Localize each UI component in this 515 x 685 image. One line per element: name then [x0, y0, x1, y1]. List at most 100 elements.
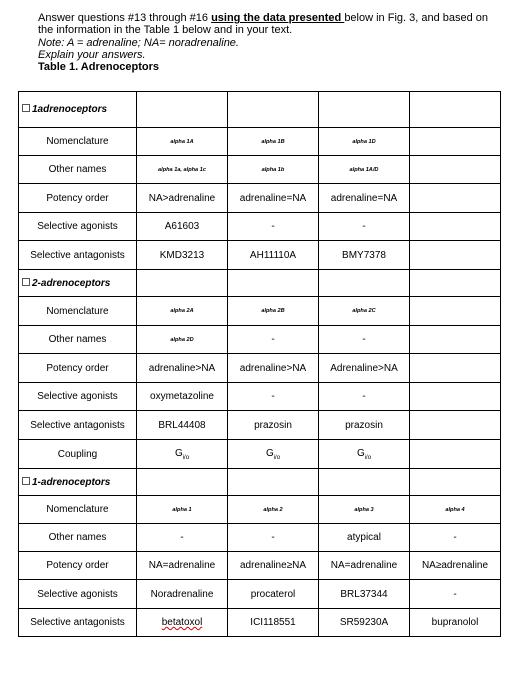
table-cell — [409, 353, 501, 383]
empty-cell — [136, 91, 228, 128]
row-label: Potency order — [18, 353, 137, 383]
table-cell: - — [409, 579, 501, 609]
table-cell: procaterol — [227, 579, 319, 609]
table-cell: alpha 1 — [136, 495, 228, 524]
instr-emphasis: using the data presented — [211, 12, 345, 24]
instr-text-cont: below in Fig. 3, and based on — [344, 12, 489, 24]
table-cell: - — [318, 325, 410, 354]
section-header-row: 2-adrenoceptors — [18, 269, 501, 297]
table-cell — [409, 325, 501, 354]
table-cell: atypical — [318, 523, 410, 552]
table-cell: Adrenaline>NA — [318, 353, 410, 383]
table-cell: SR59230A — [318, 608, 410, 637]
table-cell: alpha 1A/D — [318, 155, 410, 184]
section-title-text: 2-adrenoceptors — [32, 277, 111, 289]
table-cell: Gi/o — [227, 439, 319, 469]
row-label: Other names — [18, 325, 137, 354]
instructions-line-2: the information in the Table 1 below and… — [38, 24, 293, 37]
table-cell — [409, 296, 501, 326]
row-label: Selective antagonists — [18, 410, 137, 440]
section-header-row: 1adrenoceptors — [18, 91, 501, 128]
empty-cell — [227, 269, 319, 297]
table-cell: - — [227, 382, 319, 411]
table-cell: KMD3213 — [136, 240, 228, 270]
table-cell: Gi/o — [136, 439, 228, 469]
table-cell: alpha 2 — [227, 495, 319, 524]
table-row: Selective agonists A61603- - — [18, 212, 501, 241]
table-cell: BMY7378 — [318, 240, 410, 270]
table-cell: AH11110A — [227, 240, 319, 270]
section-title-text: 1-adrenoceptors — [32, 476, 111, 488]
table-cell: alpha 4 — [409, 495, 501, 524]
row-label: Nomenclature — [18, 495, 137, 524]
table-row: Other names alpha 2D - - — [18, 325, 501, 354]
table-cell: alpha 1b — [227, 155, 319, 184]
table-cell: - — [318, 382, 410, 411]
table-cell: Gi/o — [318, 439, 410, 469]
table-cell: alpha 3 — [318, 495, 410, 524]
table-cell — [409, 127, 501, 156]
table-cell: - — [227, 325, 319, 354]
table-cell: - — [318, 212, 410, 241]
checkbox-placeholder-icon — [22, 476, 30, 485]
section-title: 2-adrenoceptors — [18, 269, 137, 297]
table-row: Selective agonists Noradrenaline procatero… — [18, 579, 501, 609]
instructions-line-1: Answer questions #13 through #16 using t… — [38, 12, 508, 24]
table-cell — [409, 439, 501, 469]
row-label: Nomenclature — [18, 296, 137, 326]
row-label: Other names — [18, 155, 137, 184]
table-cell: betatoxol — [136, 608, 228, 637]
row-label: Selective agonists — [18, 212, 137, 241]
misspelled-word: betatoxol — [161, 617, 203, 628]
row-label: Selective agonists — [18, 579, 137, 609]
row-label: Selective antagonists — [18, 240, 137, 270]
checkbox-placeholder-icon — [22, 277, 30, 286]
table-row: Potency order adrenaline>NA adrenaline>NA A… — [18, 353, 501, 383]
table-cell: BRL44408 — [136, 410, 228, 440]
table-cell: NA>adrenaline — [136, 183, 228, 213]
table-caption: Table 1. Adrenoceptors — [38, 61, 160, 74]
empty-cell — [318, 91, 410, 128]
coupling-subscript: i/o — [182, 454, 190, 461]
section-title-text: 1adrenoceptors — [32, 104, 108, 115]
table-cell: adrenaline=NA — [318, 183, 410, 213]
table-cell: - — [136, 523, 228, 552]
table-cell — [409, 382, 501, 411]
table-cell: adrenaline=NA — [227, 183, 319, 213]
table-cell: oxymetazoline — [136, 382, 228, 411]
checkbox-placeholder-icon — [22, 104, 30, 113]
table-cell: alpha 1B — [227, 127, 319, 156]
table-cell: prazosin — [227, 410, 319, 440]
table-row: Other names alpha 1a, alpha 1c alpha 1b alp… — [18, 155, 501, 184]
adrenoceptors-table: 1adrenoceptors Nomenclature alpha 1A alpha … — [18, 91, 501, 637]
table-cell — [409, 183, 501, 213]
table-cell: A61603 — [136, 212, 228, 241]
table-cell: - — [409, 523, 501, 552]
empty-cell — [409, 468, 501, 496]
table-cell: Noradrenaline — [136, 579, 228, 609]
table-row: Selective antagonists betatoxol ICI118551 S… — [18, 608, 501, 637]
note-line: Note: A = adrenaline; NA= noradrenaline. — [38, 36, 239, 49]
section-title: 1-adrenoceptors — [18, 468, 137, 496]
table-row: Other names - - atypical - — [18, 523, 501, 552]
table-row: Selective agonists oxymetazoline - - — [18, 382, 501, 411]
table-row: Selective antagonists KMD3213 AH11110A BMY7… — [18, 240, 501, 270]
table-row: Potency order NA=adrenaline adrenaline≥NA N… — [18, 551, 501, 580]
table-cell — [409, 212, 501, 241]
table-cell: - — [227, 523, 319, 552]
row-label: Coupling — [18, 439, 137, 469]
table-cell: alpha 2C — [318, 296, 410, 326]
table-cell — [409, 410, 501, 440]
table-cell: NA=adrenaline — [318, 551, 410, 580]
table-cell: BRL37344 — [318, 579, 410, 609]
empty-cell — [136, 468, 228, 496]
coupling-subscript: i/o — [364, 454, 372, 461]
table-cell: adrenaline≥NA — [227, 551, 319, 580]
coupling-subscript: i/o — [273, 454, 281, 461]
table-cell: adrenaline>NA — [227, 353, 319, 383]
row-label: Nomenclature — [18, 127, 137, 156]
empty-cell — [318, 468, 410, 496]
table-cell: ICI118551 — [227, 608, 319, 637]
empty-cell — [318, 269, 410, 297]
row-label: Other names — [18, 523, 137, 552]
